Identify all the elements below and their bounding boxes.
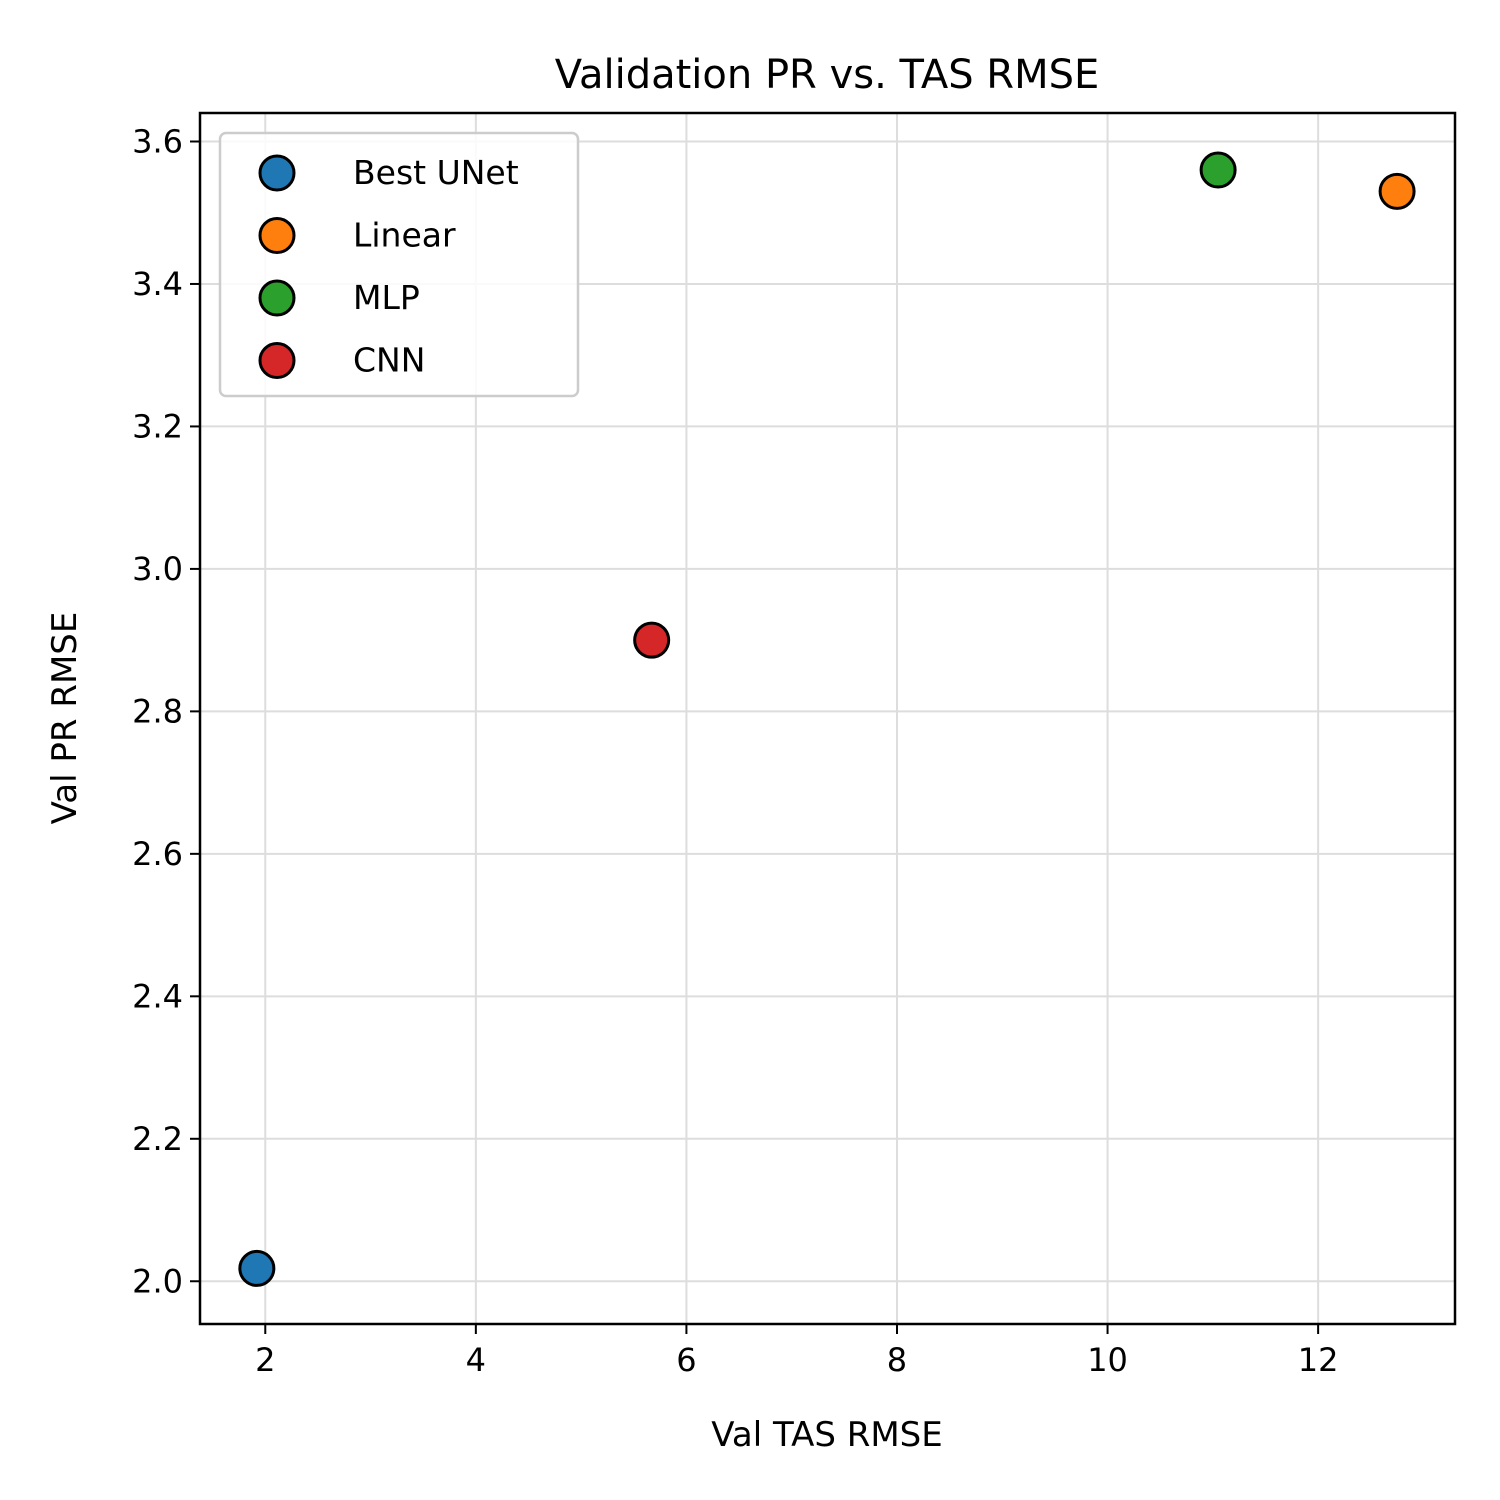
legend-entry-label: Best UNet: [353, 153, 519, 192]
legend-entry-label: MLP: [353, 278, 420, 317]
data-point-linear: [1378, 172, 1416, 210]
x-tick-label: 8: [887, 1341, 907, 1379]
y-tick-label: 2.4: [132, 977, 183, 1015]
legend-entry-label: CNN: [353, 341, 425, 380]
x-axis-label: Val TAS RMSE: [711, 1415, 943, 1455]
chart-title: Validation PR vs. TAS RMSE: [555, 52, 1100, 98]
y-axis-label: Val PR RMSE: [45, 612, 85, 825]
y-tick-label: 3.0: [132, 550, 183, 588]
y-tick-label: 2.0: [132, 1262, 183, 1300]
x-tick-label: 2: [255, 1341, 275, 1379]
legend-marker: [258, 154, 296, 192]
axis-ticks: 2 4 6 8 10 12 2.0 2.2 2.4 2.6 2.8 3.0 3.2 3.4 3.6: [132, 122, 1338, 1379]
x-tick-label: 10: [1087, 1341, 1128, 1379]
y-tick-label: 2.8: [132, 692, 183, 730]
data-point-mlp: [1199, 151, 1237, 189]
legend-marker: [258, 342, 296, 379]
plot-frame: [198, 111, 1457, 1326]
legend-marker: [258, 217, 296, 254]
y-tick-label: 3.4: [132, 265, 183, 303]
y-tick-label: 3.6: [132, 122, 183, 160]
y-tick-label: 2.6: [132, 835, 183, 873]
y-tick-label: 3.2: [132, 407, 183, 445]
y-tick-label: 2.2: [132, 1120, 183, 1158]
grid-lines: [200, 113, 1455, 1324]
x-tick-label: 12: [1298, 1341, 1339, 1379]
legend: Best UNet Linear MLP CNN: [218, 131, 580, 398]
x-tick-label: 4: [466, 1341, 486, 1379]
x-tick-label: 6: [676, 1341, 696, 1379]
legend-marker: [258, 279, 296, 317]
legend-frame: [218, 131, 580, 398]
legend-entry-label: Linear: [353, 216, 456, 255]
data-points: [238, 151, 1416, 1287]
data-point-best-unet: [238, 1249, 276, 1287]
data-point-cnn: [633, 621, 671, 659]
